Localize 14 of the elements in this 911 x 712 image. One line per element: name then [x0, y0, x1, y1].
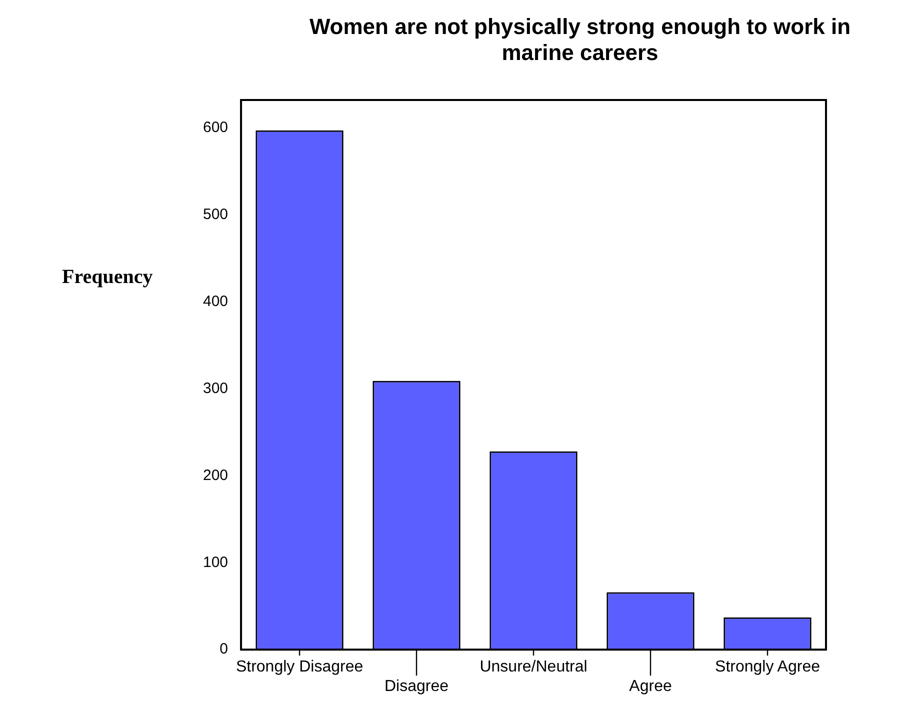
- chart-title: Women are not physically strong enough to work in marine careers: [308, 14, 852, 66]
- y-tick-label: 0: [220, 640, 228, 658]
- x-tick-label: Agree: [629, 678, 672, 695]
- y-tick-label: 600: [202, 118, 228, 136]
- x-tick-label: Disagree: [384, 678, 449, 695]
- y-tick-label: 500: [202, 206, 228, 223]
- x-tick-label: Unsure/Neutral: [480, 658, 588, 676]
- y-tick-label: 100: [202, 554, 228, 571]
- x-tick-label: Strongly Agree: [715, 658, 820, 676]
- y-tick-label: 400: [202, 292, 228, 310]
- x-tick-label: Strongly Disagree: [236, 658, 364, 676]
- y-axis-title: Frequency: [62, 266, 153, 289]
- y-tick-label: 300: [202, 380, 228, 397]
- y-tick-label: 200: [202, 466, 228, 484]
